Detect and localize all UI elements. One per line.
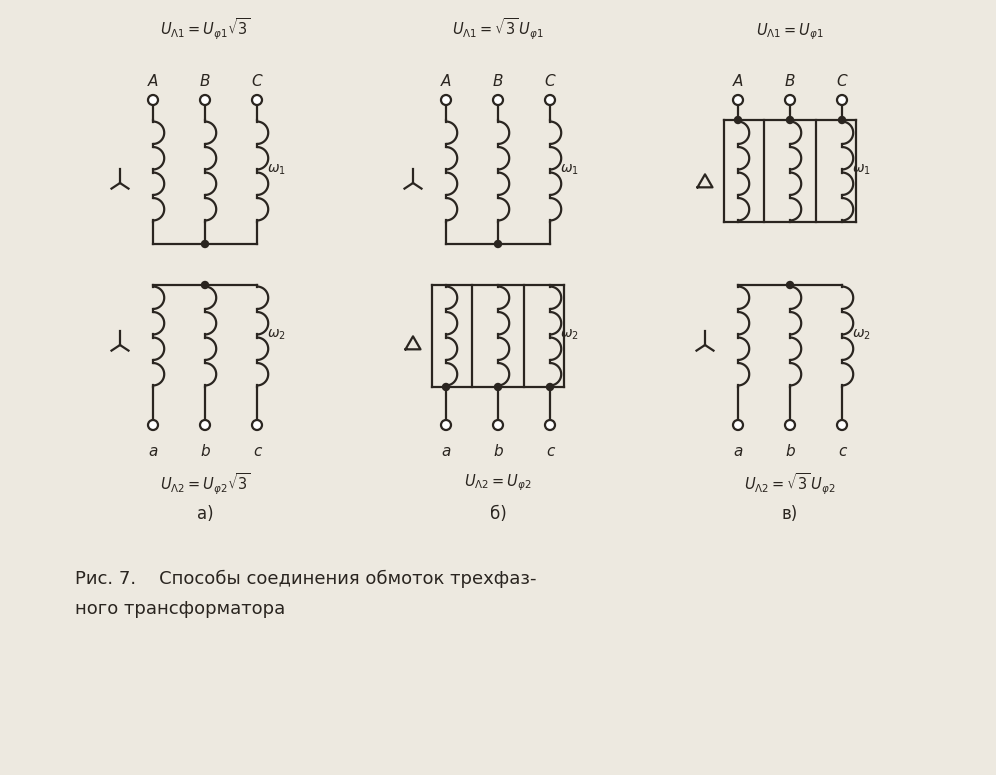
Text: a: a [441, 445, 450, 460]
Circle shape [733, 420, 743, 430]
Text: ного трансформатора: ного трансформатора [75, 600, 285, 618]
Text: b: b [493, 445, 503, 460]
Circle shape [545, 420, 555, 430]
Text: $U_{\Lambda 2}=U_{\varphi 2}\sqrt{3}$: $U_{\Lambda 2}=U_{\varphi 2}\sqrt{3}$ [159, 472, 250, 498]
Circle shape [837, 420, 847, 430]
Circle shape [493, 420, 503, 430]
Circle shape [787, 281, 794, 288]
Text: а): а) [196, 505, 213, 523]
Circle shape [494, 240, 502, 247]
Circle shape [837, 95, 847, 105]
Text: $\omega_1$: $\omega_1$ [560, 163, 579, 177]
Circle shape [734, 116, 741, 123]
Text: c: c [546, 445, 554, 460]
Circle shape [201, 281, 208, 288]
Text: b: b [200, 445, 210, 460]
Text: A: A [441, 74, 451, 89]
Circle shape [441, 420, 451, 430]
Circle shape [442, 384, 449, 391]
Text: $U_{\Lambda 1}=U_{\varphi 1}$: $U_{\Lambda 1}=U_{\varphi 1}$ [756, 22, 824, 42]
Circle shape [785, 95, 795, 105]
Text: b: b [785, 445, 795, 460]
Text: C: C [837, 74, 848, 89]
Text: $U_{\Lambda 1}=U_{\varphi 1}\sqrt{3}$: $U_{\Lambda 1}=U_{\varphi 1}\sqrt{3}$ [159, 16, 250, 42]
Text: $U_{\Lambda 2}=\sqrt{3}\,U_{\varphi 2}$: $U_{\Lambda 2}=\sqrt{3}\,U_{\varphi 2}$ [744, 472, 836, 498]
Text: c: c [838, 445, 847, 460]
Text: B: B [493, 74, 503, 89]
Text: a: a [148, 445, 157, 460]
Text: a: a [733, 445, 743, 460]
Circle shape [252, 420, 262, 430]
Text: C: C [545, 74, 556, 89]
Text: c: c [253, 445, 261, 460]
Circle shape [785, 420, 795, 430]
Text: $U_{\Lambda 2}=U_{\varphi 2}$: $U_{\Lambda 2}=U_{\varphi 2}$ [464, 472, 532, 493]
Text: B: B [200, 74, 210, 89]
Text: C: C [252, 74, 262, 89]
Circle shape [252, 95, 262, 105]
Text: Рис. 7.    Способы соединения обмоток трехфаз-: Рис. 7. Способы соединения обмоток трехф… [75, 570, 537, 588]
Text: $\omega_1$: $\omega_1$ [852, 163, 871, 177]
Text: $\omega_2$: $\omega_2$ [560, 328, 579, 343]
Circle shape [201, 240, 208, 247]
Circle shape [148, 95, 158, 105]
Text: в): в) [782, 505, 798, 523]
Circle shape [547, 384, 554, 391]
Text: $\omega_1$: $\omega_1$ [267, 163, 286, 177]
Circle shape [494, 384, 502, 391]
Circle shape [493, 95, 503, 105]
Circle shape [441, 95, 451, 105]
Text: B: B [785, 74, 795, 89]
Text: A: A [147, 74, 158, 89]
Text: A: A [733, 74, 743, 89]
Circle shape [545, 95, 555, 105]
Circle shape [200, 420, 210, 430]
Circle shape [733, 95, 743, 105]
Circle shape [200, 95, 210, 105]
Circle shape [148, 420, 158, 430]
Circle shape [787, 116, 794, 123]
Text: $\omega_2$: $\omega_2$ [267, 328, 286, 343]
Text: б): б) [490, 505, 506, 523]
Text: $\omega_2$: $\omega_2$ [852, 328, 871, 343]
Circle shape [839, 116, 846, 123]
Text: $U_{\Lambda 1}=\sqrt{3}\,U_{\varphi 1}$: $U_{\Lambda 1}=\sqrt{3}\,U_{\varphi 1}$ [452, 16, 544, 42]
